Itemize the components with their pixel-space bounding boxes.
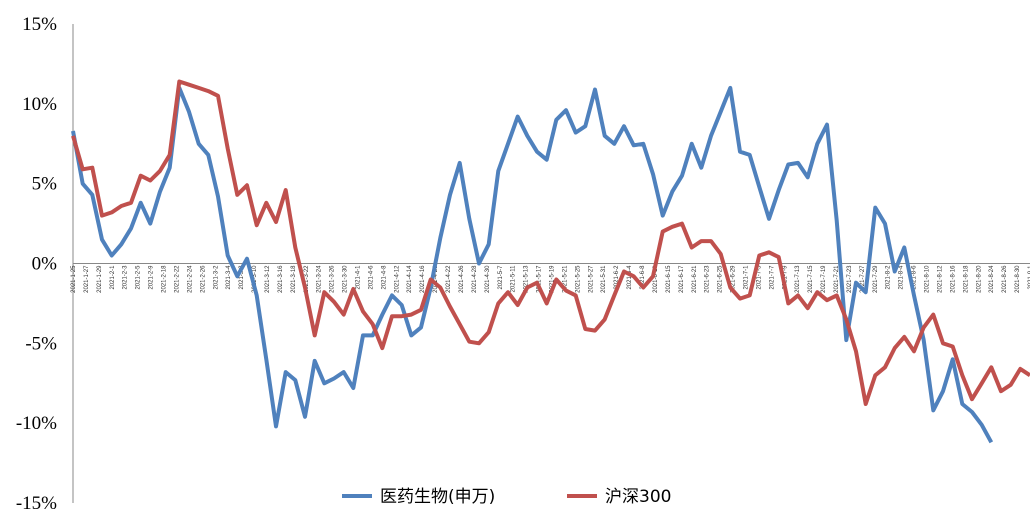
x-tick-label: 2021-6-23: [705, 265, 711, 293]
y-tick-label: 15%: [22, 14, 57, 35]
x-tick-label: 2021-8-4: [899, 265, 905, 290]
y-tick-label: 0%: [32, 254, 58, 275]
x-tick-label: 2021-8-6: [912, 265, 918, 290]
x-tick-label: 2021-7-1: [743, 265, 749, 290]
x-tick-label: 2021-6-17: [679, 265, 685, 293]
x-tick-label: 2021-5-21: [562, 265, 568, 293]
x-tick-label: 2021-8-30: [1015, 265, 1021, 293]
legend-label-1: 沪深300: [605, 487, 671, 507]
x-tick-label: 2021-1-29: [97, 265, 103, 293]
x-tick-label: 2021-3-16: [278, 265, 284, 293]
x-tick-label: 2021-2-18: [162, 265, 168, 293]
x-tick-label: 2021-4-6: [368, 265, 374, 290]
x-tick-label: 2021-7-5: [756, 265, 762, 290]
plot-area: [71, 79, 1030, 444]
x-tick-label: 2021-7-23: [847, 265, 853, 293]
x-tick-label: 2021-2-22: [174, 265, 180, 293]
x-tick-label: 2021-4-12: [394, 265, 400, 293]
legend-label-0: 医药生物(申万): [380, 487, 495, 507]
x-tick-label: 2021-9-1: [1028, 265, 1030, 290]
series-line-1: [71, 79, 1030, 406]
x-tick-label: 2021-2-1: [110, 265, 116, 290]
x-tick-label: 2021-7-21: [834, 265, 840, 293]
x-tick-label: 2021-3-26: [330, 265, 336, 293]
x-tick-label: 2021-6-15: [666, 265, 672, 293]
x-tick-label: 2021-4-26: [459, 265, 465, 293]
x-tick-label: 2021-7-9: [782, 265, 788, 290]
x-tick-label: 2021-1-27: [84, 265, 90, 293]
x-tick-label: 2021-3-4: [226, 265, 232, 290]
x-tick-label: 2021-8-26: [1002, 265, 1008, 293]
x-tick-label: 2021-3-12: [265, 265, 271, 293]
x-tick-label: 2021-6-10: [653, 265, 659, 293]
x-tick-label: 2021-4-30: [485, 265, 491, 293]
x-tick-label: 2021-6-2: [614, 265, 620, 290]
x-tick-label: 2021-5-25: [575, 265, 581, 293]
x-tick-label: 2021-4-8: [381, 265, 387, 290]
x-tick-label: 2021-6-21: [692, 265, 698, 293]
x-tick-label: 2021-7-15: [808, 265, 814, 293]
x-tick-label: 2021-5-17: [537, 265, 543, 293]
x-tick-label: 2021-1-25: [71, 265, 77, 293]
x-tick-label: 2021-3-22: [304, 265, 310, 293]
x-tick-label: 2021-8-10: [925, 265, 931, 293]
x-tick-label: 2021-5-19: [550, 265, 556, 293]
x-tick-label: 2021-7-7: [769, 265, 775, 290]
y-tick-labels: 15% 10% 5% 0% -5% -10% -15%: [16, 14, 57, 511]
x-tick-label: 2021-4-16: [420, 265, 426, 293]
x-tick-label: 2021-2-5: [136, 265, 142, 290]
x-tick-label: 2021-8-20: [976, 265, 982, 293]
x-tick-label: 2021-4-22: [446, 265, 452, 293]
x-tick-label: 2021-3-18: [291, 265, 297, 293]
x-tick-label: 2021-6-25: [718, 265, 724, 293]
x-tick-label: 2021-4-14: [407, 265, 413, 293]
series-line-0: [71, 85, 994, 444]
x-tick-label: 2021-5-31: [601, 265, 607, 293]
x-tick-label: 2021-8-16: [950, 265, 956, 293]
x-tick-label: 2021-2-26: [200, 265, 206, 293]
x-tick-label: 2021-4-28: [472, 265, 478, 293]
x-tick-label: 2021-4-1: [356, 265, 362, 290]
x-tick-label: 2021-2-24: [187, 265, 193, 293]
x-tick-label: 2021-3-2: [213, 265, 219, 290]
y-tick-label: 10%: [22, 94, 57, 115]
x-tick-label: 2021-8-24: [989, 265, 995, 293]
y-tick-label: -10%: [16, 413, 57, 434]
x-tick-label: 2021-7-19: [821, 265, 827, 293]
x-tick-label: 2021-3-10: [252, 265, 258, 293]
x-tick-label: 2021-8-12: [937, 265, 943, 293]
x-tick-label: 2021-5-7: [498, 265, 504, 290]
x-tick-label: 2021-5-27: [588, 265, 594, 293]
x-tick-label: 2021-6-29: [731, 265, 737, 293]
x-tick-labels: 2021-1-25 2021-1-27 2021-1-29 2021-2-1 2021-…: [71, 265, 1030, 293]
y-tick-label: 5%: [32, 174, 58, 195]
x-tick-label: 2021-3-24: [317, 265, 323, 293]
x-tick-label: 2021-2-9: [149, 265, 155, 290]
x-tick-label: 2021-7-27: [860, 265, 866, 293]
x-tick-label: 2021-3-30: [343, 265, 349, 293]
y-tick-label: -5%: [25, 333, 57, 354]
x-tick-label: 2021-7-13: [795, 265, 801, 293]
x-tick-label: 2021-2-3: [123, 265, 129, 290]
x-tick-label: 2021-6-4: [627, 265, 633, 290]
y-tick-label: -15%: [16, 493, 57, 511]
chart-legend: 医药生物(申万) 沪深300: [342, 487, 671, 507]
x-tick-label: 2021-7-29: [873, 265, 879, 293]
x-tick-label: 2021-6-8: [640, 265, 646, 290]
x-tick-label: 2021-4-20: [433, 265, 439, 293]
x-tick-label: 2021-8-18: [963, 265, 969, 293]
x-tick-label: 2021-5-11: [511, 265, 517, 293]
x-tick-label: 2021-5-13: [524, 265, 530, 293]
x-tick-label: 2021-3-8: [239, 265, 245, 290]
x-tick-label: 2021-8-2: [886, 265, 892, 290]
